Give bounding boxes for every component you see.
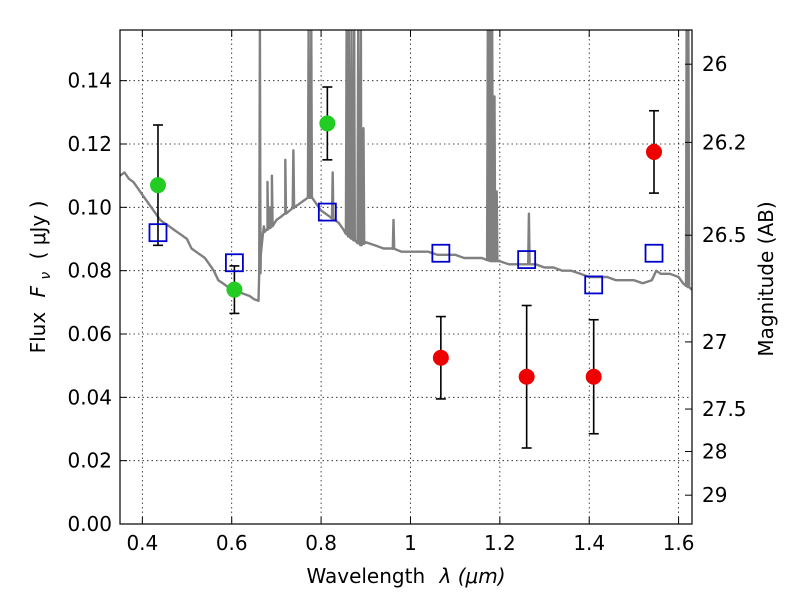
green-data-point [149,177,166,194]
y-tick-label: 0.00 [67,512,112,536]
blue-square-point [584,275,604,295]
y2-tick-label: 29 [702,483,727,507]
red-data-point [585,368,602,385]
axis-ticks: 0.4 0.6 0.8 1 1.2 1.4 1.6 0.00 0.02 0.04 0.06 0.08 0… [67,30,747,555]
x-tick-label: 1.2 [484,531,516,555]
blue-square-point [148,223,168,243]
sed-curve-layer [120,30,692,302]
y2-tick-label: 27 [702,330,727,354]
y-tick-label: 0.08 [67,259,112,283]
y2-tick-label: 26.5 [702,223,747,247]
x-tick-label: 1.4 [573,531,605,555]
x-tick-label: 0.4 [126,531,158,555]
blue-square-point [517,250,537,269]
x-tick-label: 0.6 [216,531,248,555]
y-tick-label: 0.06 [67,322,112,346]
blue-square-point [224,253,244,273]
y2-tick-label: 27.5 [702,397,747,421]
x-axis-label: Wavelength λ (μm) [306,564,505,588]
red-data-point [518,368,535,385]
red-data-point [432,349,449,366]
y-tick-label: 0.04 [67,385,112,409]
y-tick-label: 0.02 [67,449,112,473]
sed-curve [120,30,692,302]
blue-square-point [317,202,337,222]
y2-tick-label: 26.2 [702,130,747,154]
y-tick-label: 0.10 [67,195,112,219]
y-tick-label: 0.14 [67,69,112,93]
x-tick-label: 1.6 [663,531,695,555]
blue-square-point [644,243,664,263]
plot-frame [119,29,693,525]
red-data-point [646,143,663,160]
y-axis-label: Flux F ν ( μJy ) [26,201,55,354]
y-tick-label: 0.12 [67,132,112,156]
y2-tick-label: 28 [702,439,727,463]
data-points [148,86,664,449]
green-data-point [226,281,243,298]
green-data-point [319,115,336,132]
y2-tick-label: 26 [702,52,727,76]
y2-axis-label: Magnitude (AB) [754,201,778,356]
x-tick-label: 1 [404,531,417,555]
blue-square-point [431,243,451,263]
x-tick-label: 0.8 [305,531,337,555]
